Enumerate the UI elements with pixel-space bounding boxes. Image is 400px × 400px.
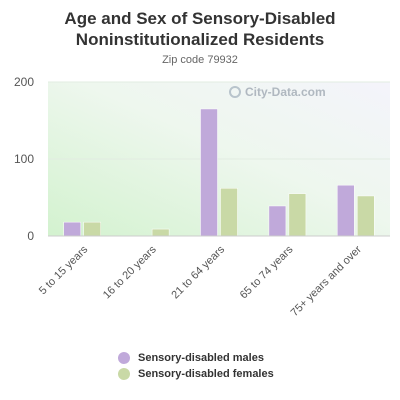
x-tick-label: 5 to 15 years: [37, 243, 91, 297]
legend-swatch-males: [118, 352, 130, 364]
legend-swatch-females: [118, 368, 130, 380]
x-tick-label: 75+ years and over: [289, 243, 365, 319]
legend-label-females: Sensory-disabled females: [138, 368, 274, 380]
bar-females: [151, 228, 170, 237]
bar-males: [63, 221, 81, 237]
watermark: City-Data.com: [229, 85, 326, 99]
bar-females: [220, 188, 238, 237]
x-tick-label: 65 to 74 years: [238, 243, 296, 301]
watermark-text: City-Data.com: [245, 85, 326, 99]
bar-males: [200, 108, 218, 237]
bar-males: [337, 184, 355, 237]
y-tick-label: 100: [14, 152, 34, 166]
legend-label-males: Sensory-disabled males: [138, 352, 264, 364]
watermark-logo-icon: [229, 86, 241, 98]
legend-item-females: Sensory-disabled females: [118, 366, 274, 382]
y-tick-label: 200: [14, 75, 34, 89]
y-tick-label: 0: [27, 229, 34, 243]
bar-males: [268, 205, 287, 237]
bar-females: [83, 221, 101, 237]
bar-females: [357, 195, 375, 237]
legend-item-males: Sensory-disabled males: [118, 350, 274, 366]
chart-title: Age and Sex of Sensory-Disabled Noninstit…: [64, 9, 336, 49]
legend: Sensory-disabled males Sensory-disabled …: [118, 350, 274, 382]
x-tick-label: 16 to 20 years: [101, 243, 159, 301]
chart-subtitle: Zip code 79932: [162, 54, 238, 66]
x-tick-label: 21 to 64 years: [169, 243, 227, 301]
bar-females: [288, 193, 307, 237]
